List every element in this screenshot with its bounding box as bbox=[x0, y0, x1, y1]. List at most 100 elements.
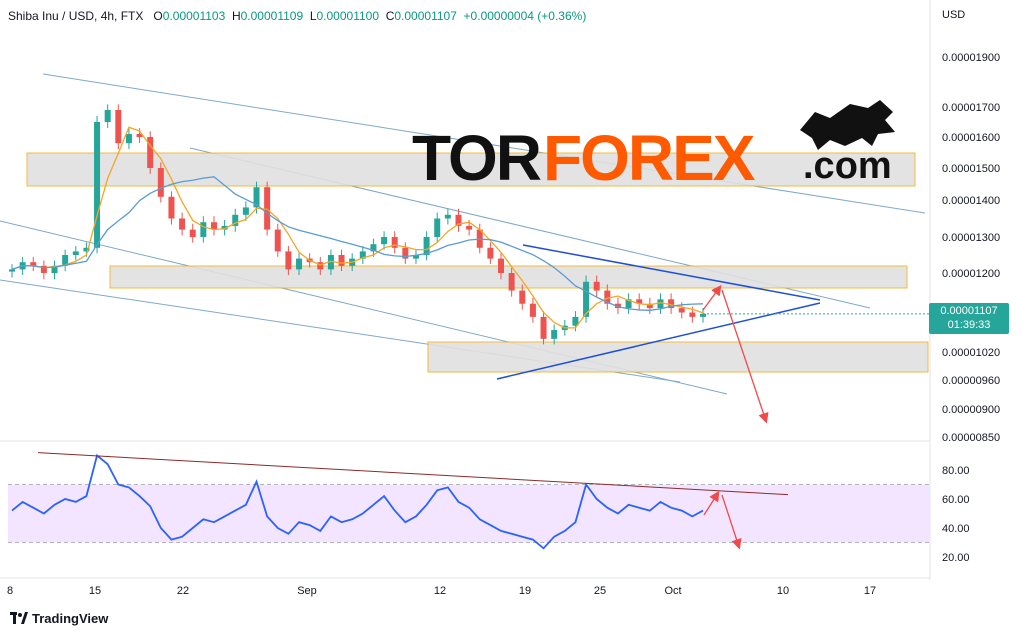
candle-body bbox=[455, 214, 462, 226]
candle-body bbox=[104, 110, 111, 122]
rsi-line bbox=[11, 453, 704, 550]
candle-body bbox=[200, 222, 207, 237]
candle-body bbox=[498, 258, 505, 273]
candle-body bbox=[381, 237, 388, 245]
ohlc-header: Shiba Inu / USD, 4h, FTX O0.00001103 H0.… bbox=[8, 9, 586, 23]
candle-body bbox=[700, 313, 706, 317]
candle-body bbox=[253, 187, 260, 208]
candle-body bbox=[434, 218, 441, 237]
candle-body bbox=[83, 247, 90, 252]
ma-fast-line bbox=[11, 126, 704, 329]
time-tick-label: 22 bbox=[177, 585, 189, 597]
open-value: 0.00001103 bbox=[162, 9, 226, 23]
candle-body bbox=[115, 110, 122, 144]
rsi-arrow-down bbox=[721, 494, 742, 550]
candle-body bbox=[125, 134, 132, 144]
zone-rect bbox=[109, 265, 908, 289]
candle-body bbox=[232, 214, 239, 226]
time-tick-label: Sep bbox=[297, 585, 317, 597]
candle-body bbox=[593, 281, 600, 291]
candle-body bbox=[572, 316, 579, 326]
support-resistance-zones bbox=[26, 152, 929, 373]
candle-body bbox=[274, 229, 281, 252]
triangle-lower-line bbox=[496, 302, 821, 380]
candle-body bbox=[72, 251, 79, 255]
price-tick-label: 0.00001500 bbox=[942, 163, 1000, 175]
candle-body bbox=[147, 137, 154, 168]
time-tick-label: 12 bbox=[434, 585, 446, 597]
time-tick-label: 10 bbox=[777, 585, 789, 597]
candle-body bbox=[551, 330, 558, 339]
rsi-trend-line bbox=[37, 452, 789, 496]
candle-body bbox=[157, 168, 164, 197]
price-tick-label: 0.00001600 bbox=[942, 132, 1000, 144]
candle-body bbox=[668, 299, 675, 309]
candle-body bbox=[136, 134, 143, 137]
candle-body bbox=[9, 269, 15, 272]
time-tick-label: 17 bbox=[864, 585, 876, 597]
candle-body bbox=[189, 229, 196, 237]
candle-body bbox=[636, 299, 643, 304]
price-tick-label: 0.00001700 bbox=[942, 102, 1000, 114]
candle-body bbox=[529, 303, 536, 317]
candle-body bbox=[540, 316, 547, 339]
candle-body bbox=[508, 273, 515, 291]
candle-body bbox=[646, 303, 653, 309]
price-tick-label: 0.00001020 bbox=[942, 347, 1000, 359]
change-value: +0.00000004 (+0.36%) bbox=[463, 9, 587, 23]
candle-body bbox=[327, 255, 334, 270]
tradingview-brand: TradingView bbox=[32, 611, 109, 626]
currency-label: USD bbox=[942, 9, 966, 21]
symbol-label[interactable]: Shiba Inu / USD, 4h, FTX bbox=[8, 9, 144, 23]
candle-body bbox=[412, 255, 419, 259]
rsi-tick-label: 60.00 bbox=[942, 494, 970, 506]
time-tick-label: Oct bbox=[664, 585, 681, 597]
candle-body bbox=[30, 262, 37, 266]
time-tick-label: 15 bbox=[89, 585, 101, 597]
candle-body bbox=[689, 312, 696, 317]
tradingview-logo[interactable]: TradingView bbox=[10, 611, 108, 626]
candle-body bbox=[221, 225, 228, 230]
triangle-upper-line bbox=[522, 244, 821, 301]
candle-body bbox=[487, 247, 494, 259]
price-tick-label: 0.00000900 bbox=[942, 404, 1000, 416]
tradingview-icon bbox=[10, 612, 28, 624]
high-value: 0.00001109 bbox=[240, 9, 304, 23]
price-tick-label: 0.00000960 bbox=[942, 375, 1000, 387]
candle-body bbox=[583, 281, 590, 317]
zone-rect bbox=[26, 152, 916, 187]
candle-body bbox=[359, 251, 366, 259]
candle-body bbox=[466, 225, 473, 230]
zone-rect bbox=[427, 341, 929, 373]
channel-line bbox=[42, 73, 926, 214]
candle-body bbox=[285, 251, 292, 270]
time-tick-label: 8 bbox=[7, 585, 13, 597]
high-label: H bbox=[231, 9, 241, 23]
watermark-tor: TOR bbox=[412, 122, 541, 194]
candles bbox=[9, 104, 706, 345]
low-label: L bbox=[309, 9, 317, 23]
forecast-arrow-up bbox=[702, 284, 722, 311]
rsi-tick-label: 40.00 bbox=[942, 523, 970, 535]
low-value: 0.00001100 bbox=[316, 9, 380, 23]
candle-body bbox=[40, 265, 47, 273]
bull-logo-icon bbox=[800, 100, 895, 150]
forecast-arrow-down bbox=[721, 289, 769, 424]
candle-body bbox=[210, 222, 217, 230]
candle-body bbox=[338, 255, 345, 266]
candle-body bbox=[370, 244, 377, 252]
candle-body bbox=[657, 299, 664, 309]
candle-body bbox=[391, 237, 398, 248]
candle-body bbox=[614, 303, 621, 309]
torforex-watermark: TOR FOREX .com bbox=[412, 100, 895, 194]
candle-body bbox=[62, 255, 69, 266]
watermark-com: .com bbox=[803, 145, 892, 187]
price-tick-label: 0.00001900 bbox=[942, 52, 1000, 64]
watermark-forex: FOREX bbox=[543, 122, 756, 194]
close-value: 0.00001107 bbox=[394, 9, 457, 23]
candle-body bbox=[402, 247, 409, 259]
candle-body bbox=[264, 187, 271, 230]
rsi-band bbox=[8, 484, 930, 543]
